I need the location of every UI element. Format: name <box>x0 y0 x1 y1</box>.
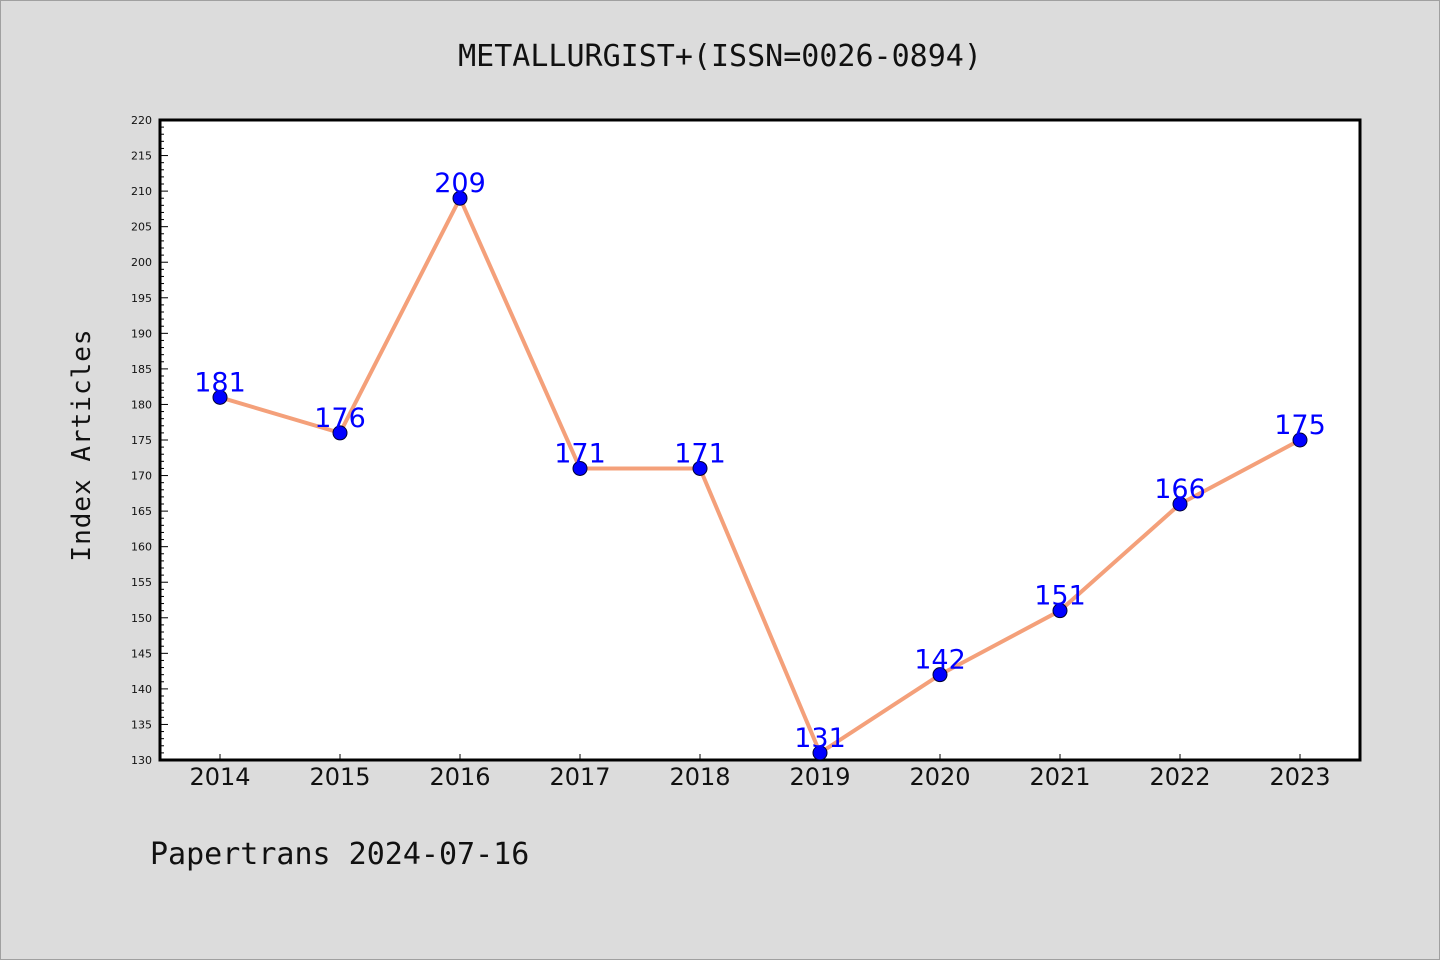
data-label: 176 <box>314 403 366 434</box>
data-label: 209 <box>434 168 486 199</box>
x-axis: 2014 2015 2016 2017 2018 2019 2020 2021 2022 2023 <box>189 754 1331 791</box>
x-tick-label: 2014 <box>189 763 250 791</box>
y-tick-label: 170 <box>131 470 152 483</box>
y-tick-label: 180 <box>131 398 152 411</box>
data-point-marker <box>812 745 828 761</box>
x-tick-label: 2018 <box>669 763 730 791</box>
data-label: 151 <box>1034 581 1086 612</box>
y-tick-label: 220 <box>131 114 152 127</box>
data-point-marker <box>332 425 348 441</box>
y-axis: 130 135 140 145 150 155 160 165 170 175 180 185 190 1… <box>131 114 168 767</box>
chart-title: METALLURGIST+(ISSN=0026-0894) <box>458 39 982 74</box>
y-tick-label: 195 <box>131 292 152 305</box>
y-tick-label: 145 <box>131 647 152 660</box>
x-tick-label: 2019 <box>789 763 850 791</box>
data-point-marker <box>692 460 708 476</box>
y-tick-label: 135 <box>131 718 152 731</box>
y-tick-label: 210 <box>131 185 152 198</box>
series-layer <box>212 190 1308 761</box>
data-label: 175 <box>1274 410 1326 441</box>
x-tick-label: 2020 <box>909 763 970 791</box>
data-point-marker <box>1292 432 1308 448</box>
x-tick-label: 2021 <box>1029 763 1090 791</box>
y-tick-label: 155 <box>131 576 152 589</box>
data-point-marker <box>452 190 468 206</box>
y-tick-label: 205 <box>131 221 152 234</box>
y-tick-label: 190 <box>131 327 152 340</box>
data-label: 131 <box>794 723 846 754</box>
y-tick-label: 165 <box>131 505 152 518</box>
data-label: 142 <box>914 645 966 676</box>
y-tick-label: 150 <box>131 612 152 625</box>
y-tick-label: 175 <box>131 434 152 447</box>
plot-area <box>158 118 1362 762</box>
data-label: 166 <box>1154 474 1206 505</box>
data-point-marker <box>572 460 588 476</box>
x-tick-label: 2015 <box>309 763 370 791</box>
y-tick-label: 160 <box>131 541 152 554</box>
footer-credit: Papertrans 2024-07-16 <box>150 837 529 872</box>
y-tick-label: 200 <box>131 256 152 269</box>
x-tick-label: 2017 <box>549 763 610 791</box>
x-tick-label: 2022 <box>1149 763 1210 791</box>
y-tick-label: 130 <box>131 754 152 767</box>
data-label: 181 <box>194 367 246 398</box>
data-label-layer: 181 176 209 171 171 131 142 151 166 175 <box>194 168 1326 754</box>
data-point-marker <box>1172 496 1188 512</box>
y-tick-label: 215 <box>131 150 152 163</box>
y-axis-label: Index Articles <box>67 328 97 561</box>
data-point-marker <box>1052 603 1068 619</box>
y-tick-label: 185 <box>131 363 152 376</box>
data-label: 171 <box>554 438 606 469</box>
data-label: 171 <box>674 438 726 469</box>
data-point-marker <box>932 667 948 683</box>
data-point-marker <box>212 389 228 405</box>
x-tick-label: 2016 <box>429 763 490 791</box>
series-line <box>218 193 1302 756</box>
y-tick-label: 140 <box>131 683 152 696</box>
x-tick-label: 2023 <box>1269 763 1330 791</box>
